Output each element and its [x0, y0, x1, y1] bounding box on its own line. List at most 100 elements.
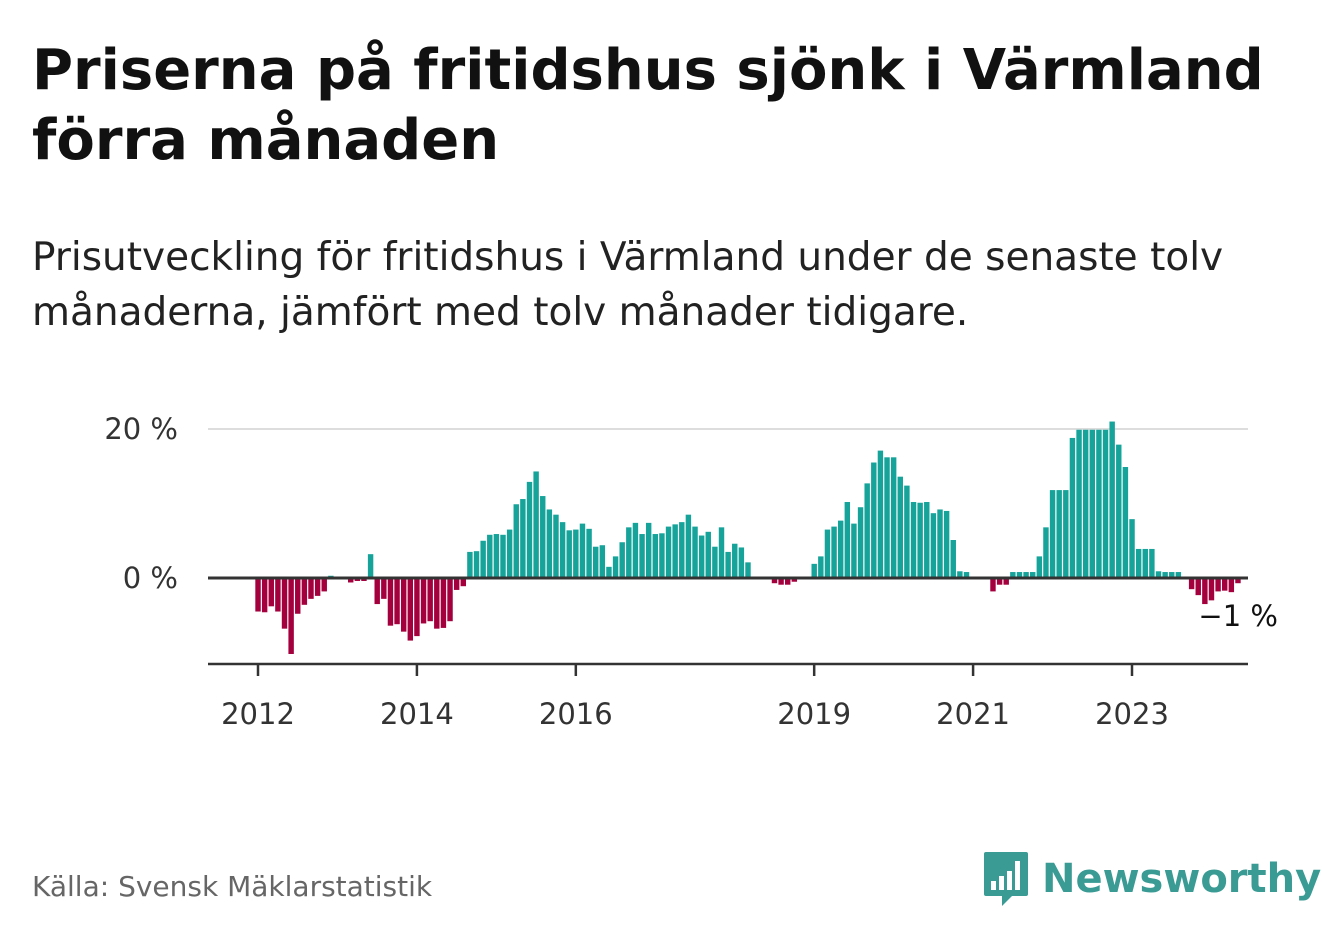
bar — [1208, 578, 1215, 601]
brand-name: Newsworthy — [1042, 856, 1322, 902]
bar — [745, 562, 751, 579]
axes — [208, 576, 1248, 676]
bar — [374, 578, 380, 605]
bar — [712, 546, 718, 578]
bar — [540, 496, 546, 578]
bar — [877, 450, 884, 579]
bar — [301, 578, 308, 605]
bar — [460, 578, 466, 587]
bar — [348, 578, 354, 583]
bar — [924, 502, 930, 578]
bar — [367, 554, 374, 578]
bar — [890, 457, 897, 578]
bar — [1215, 578, 1221, 592]
bar — [963, 572, 970, 578]
bar — [1122, 467, 1129, 579]
bar — [1235, 578, 1241, 584]
bar — [1228, 578, 1235, 593]
bar — [818, 556, 824, 578]
bar — [1129, 519, 1135, 578]
bar — [414, 578, 420, 637]
bar — [785, 578, 791, 585]
bar — [434, 578, 440, 629]
bar — [493, 534, 500, 578]
bar — [447, 578, 453, 622]
bar — [308, 578, 314, 599]
bar — [1003, 578, 1009, 585]
bar — [811, 563, 817, 578]
bar — [553, 514, 559, 578]
bar — [732, 543, 738, 578]
bar — [1069, 437, 1076, 578]
bar — [1096, 429, 1102, 578]
x-tick-label: 2016 — [539, 697, 613, 731]
bar — [506, 529, 513, 579]
bar — [1076, 429, 1082, 578]
bar — [1010, 572, 1016, 578]
bar — [771, 578, 778, 584]
bar — [692, 526, 698, 579]
bar — [718, 527, 725, 578]
bar — [295, 578, 301, 614]
bar — [255, 578, 261, 612]
bar — [679, 522, 685, 579]
bar — [1023, 572, 1029, 578]
bar — [824, 529, 831, 579]
bar — [831, 526, 837, 579]
bar — [685, 514, 692, 578]
bar — [957, 571, 963, 578]
bar — [288, 578, 294, 654]
bar — [897, 476, 903, 578]
bar — [1142, 548, 1148, 578]
bar — [1109, 421, 1115, 578]
bar — [1195, 578, 1201, 596]
bar — [467, 551, 473, 578]
bar — [851, 523, 857, 578]
bar — [672, 524, 678, 578]
bar — [904, 485, 910, 578]
bar — [1082, 429, 1089, 578]
bar — [1116, 444, 1122, 578]
bar — [480, 540, 486, 578]
bar — [566, 530, 572, 578]
bar — [652, 534, 659, 578]
bar — [857, 507, 864, 579]
bar — [1030, 572, 1036, 578]
bar — [1135, 548, 1142, 578]
bar — [725, 551, 731, 578]
bar — [950, 540, 956, 578]
bar — [910, 502, 917, 578]
bar — [520, 499, 526, 578]
bar — [1056, 490, 1062, 578]
bar — [473, 551, 480, 578]
bar — [606, 566, 612, 579]
bar — [593, 546, 599, 578]
bar — [1049, 490, 1056, 578]
bar — [791, 578, 798, 582]
bar — [698, 535, 705, 578]
bar — [1036, 556, 1043, 578]
bar — [659, 533, 665, 578]
bar — [407, 578, 414, 641]
bar — [526, 481, 533, 578]
bar — [1016, 572, 1023, 578]
bar — [599, 545, 606, 578]
bar — [1155, 571, 1162, 578]
bar — [573, 529, 579, 579]
bar — [1102, 429, 1109, 578]
bar — [943, 510, 950, 578]
bar — [705, 531, 711, 578]
bar — [619, 542, 625, 578]
bar — [381, 578, 387, 599]
latest-value-label: −1 % — [1198, 599, 1278, 633]
x-tick-label: 2019 — [777, 697, 851, 731]
bar — [612, 556, 619, 578]
bar — [440, 578, 447, 628]
bar — [487, 534, 493, 578]
bar — [268, 578, 274, 607]
brand-logo[interactable]: Newsworthy — [982, 850, 1321, 908]
bar — [844, 502, 851, 578]
bars — [255, 421, 1241, 654]
bar — [871, 462, 877, 578]
